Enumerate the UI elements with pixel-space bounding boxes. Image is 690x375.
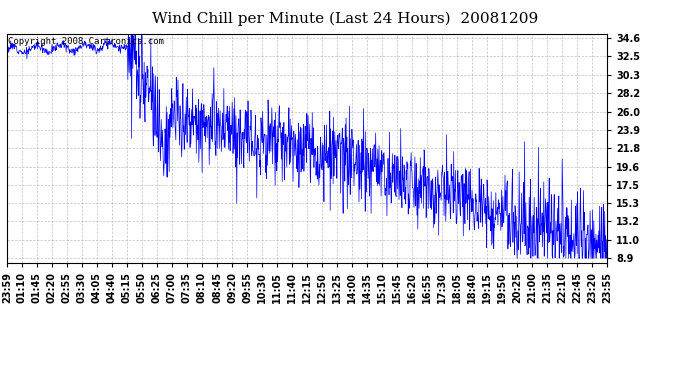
Text: Copyright 2008 Cartronics.com: Copyright 2008 Cartronics.com — [8, 37, 164, 46]
Text: Wind Chill per Minute (Last 24 Hours)  20081209: Wind Chill per Minute (Last 24 Hours) 20… — [152, 11, 538, 26]
